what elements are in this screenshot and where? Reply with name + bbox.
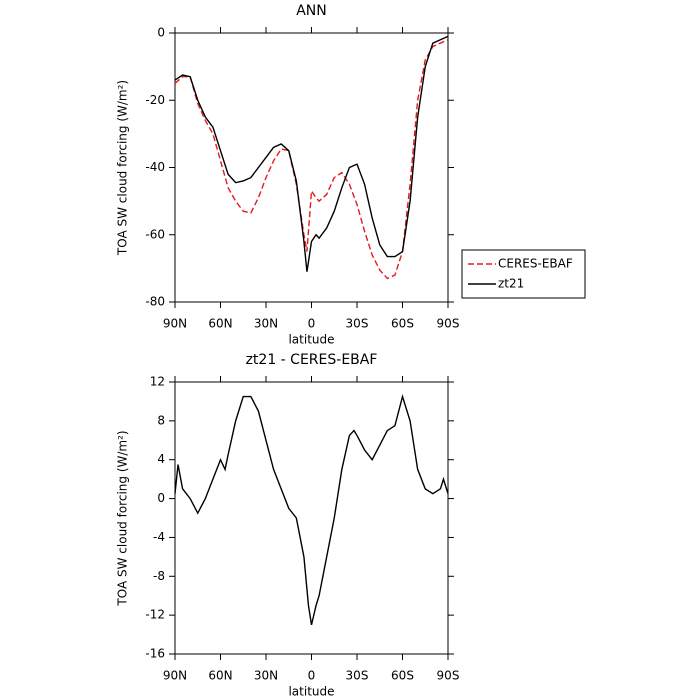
x-tick-label: 90S	[437, 317, 460, 331]
x-axis-label: latitude	[288, 685, 334, 699]
y-axis-label: TOA SW cloud forcing (W/m²)	[116, 430, 130, 606]
x-tick-label: 30N	[254, 669, 278, 683]
x-axis-label: latitude	[288, 333, 334, 347]
x-tick-label: 60N	[208, 317, 232, 331]
x-tick-label: 30N	[254, 317, 278, 331]
chart-title: ANN	[296, 3, 327, 19]
chart-title: zt21 - CERES-EBAF	[246, 352, 378, 368]
y-tick-label: 12	[150, 375, 165, 389]
x-tick-label: 90N	[163, 317, 187, 331]
plot-frame	[174, 32, 449, 303]
series-line	[174, 35, 449, 272]
x-tick-label: 30S	[346, 669, 369, 683]
x-tick-label: 60S	[391, 317, 414, 331]
x-tick-label: 90N	[163, 669, 187, 683]
y-tick-label: 0	[157, 491, 165, 505]
y-tick-label: -12	[145, 608, 165, 622]
x-tick-label: 0	[308, 669, 316, 683]
legend-label: zt21	[498, 277, 524, 291]
y-tick-label: -40	[145, 160, 165, 174]
legend-label: CERES-EBAF	[498, 257, 573, 271]
y-tick-label: 8	[157, 413, 165, 427]
y-tick-label: -4	[153, 530, 165, 544]
x-tick-label: 60S	[391, 669, 414, 683]
y-tick-label: -80	[145, 295, 165, 309]
x-tick-label: 30S	[346, 317, 369, 331]
y-tick-label: -16	[145, 647, 165, 661]
y-axis-label: TOA SW cloud forcing (W/m²)	[116, 80, 130, 256]
y-tick-label: -20	[145, 93, 165, 107]
plot-frame	[174, 381, 449, 655]
y-tick-label: -60	[145, 227, 165, 241]
series-line	[174, 394, 449, 626]
x-tick-label: 0	[308, 317, 316, 331]
x-tick-label: 90S	[437, 669, 460, 683]
y-tick-label: 0	[157, 26, 165, 40]
x-tick-label: 60N	[208, 669, 232, 683]
series-line	[174, 39, 449, 280]
y-tick-label: -8	[153, 569, 165, 583]
legend-box	[461, 249, 586, 299]
y-tick-label: 4	[157, 452, 165, 466]
